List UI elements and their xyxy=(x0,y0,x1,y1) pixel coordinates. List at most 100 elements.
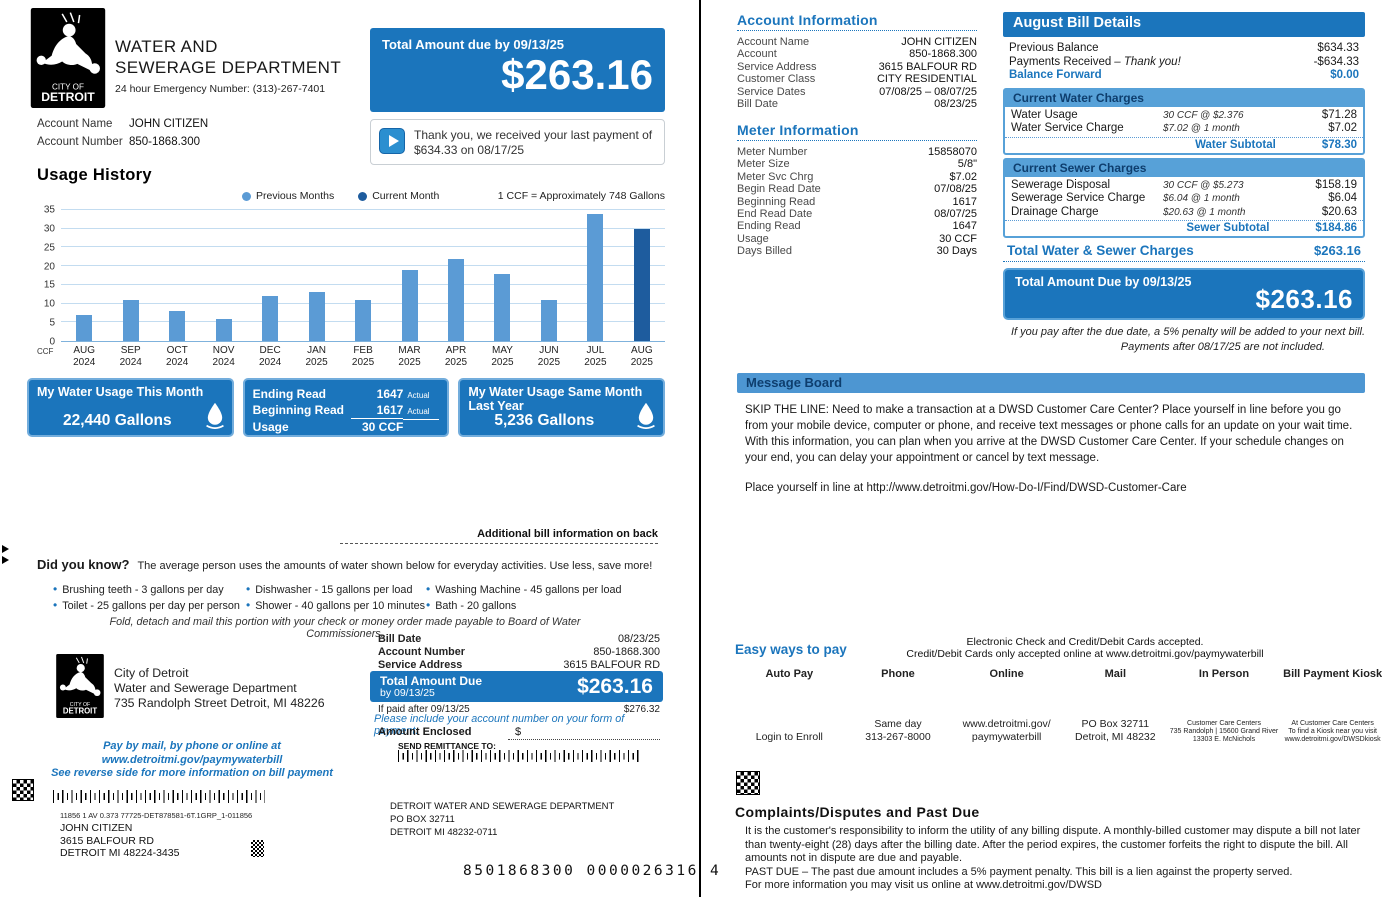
usage-label: Usage xyxy=(252,420,289,434)
total-due-amount: $263.16 xyxy=(501,51,653,98)
info-row: Usage 30 CCF xyxy=(737,232,977,245)
usage-bar xyxy=(262,296,279,341)
payment-note-line1: Electronic Check and Credit/Debit Cards … xyxy=(966,636,1204,648)
sewer-charges-header: Current Sewer Charges xyxy=(1005,159,1363,177)
charge-row: Water Usage 30 CCF @ $2.376 $71.28 xyxy=(1011,108,1357,121)
addressee-block: JOHN CITIZEN 3615 BALFOUR RD DETROIT MI … xyxy=(60,822,180,859)
thanks-line1: Thank you, we received your last payment… xyxy=(414,128,653,142)
ending-read-row: Ending Read 1647 Actual xyxy=(253,387,440,403)
water-subtotal-label: Water Subtotal xyxy=(1195,138,1276,151)
legend-previous-label: Previous Months xyxy=(256,190,335,202)
usage-last-year-value: 5,236 Gallons xyxy=(494,412,595,429)
sewer-charges-section: Current Sewer Charges Sewerage Disposal … xyxy=(1003,157,1365,238)
detroit-logo: CITY OF DETROIT xyxy=(30,8,106,108)
usage-bar xyxy=(355,299,372,341)
month-label: NOV 2024 xyxy=(212,345,235,368)
water-charges-header: Current Water Charges xyxy=(1005,89,1363,107)
water-fact: • Bath - 20 gallons xyxy=(426,598,517,612)
legend-current: Current Month xyxy=(358,190,439,202)
send-remittance-label: SEND REMITTANCE TO: xyxy=(398,741,496,751)
month-label: DEC 2024 xyxy=(258,345,282,368)
account-number-value: 850-1868.300 xyxy=(129,135,200,148)
department-name: WATER AND SEWERAGE DEPARTMENT xyxy=(115,36,341,78)
month-label: OCT 2024 xyxy=(166,345,189,368)
balance-row: Balance Forward $0.00 xyxy=(1009,69,1359,81)
remit-total-label: Total Amount Due xyxy=(380,673,482,688)
remit-total-amount: $263.16 xyxy=(577,674,653,698)
complaints-paragraph-3[interactable]: For more information you may visit us on… xyxy=(745,879,1103,891)
fold-detach-note: Fold, detach and mail this portion with … xyxy=(109,616,581,640)
ocr-scan-line: 8501868300 0000026316 4 xyxy=(463,863,722,879)
usage-last-year-title: My Water Usage Same Month Last Year xyxy=(468,385,643,413)
water-fact: • Shower - 40 gallons per 10 minutes xyxy=(246,598,426,612)
water-fact: • Brushing teeth - 3 gallons per day xyxy=(53,582,224,596)
month-label: JAN 2025 xyxy=(305,345,328,368)
usage-bar xyxy=(447,258,464,341)
ending-read-label: Ending Read xyxy=(252,387,327,401)
video-play-icon[interactable] xyxy=(379,128,405,154)
month-label: SEP 2024 xyxy=(119,345,142,368)
water-subtotal-value: $78.30 xyxy=(1321,138,1357,151)
remit-fields: Bill Date 08/23/25 Account Number 850-1868… xyxy=(378,633,660,672)
water-subtotal-row: Water Subtotal $78.30 xyxy=(1005,136,1363,153)
usage-last-year-box: My Water Usage Same Month Last Year 5,23… xyxy=(458,378,666,437)
remit-field-row: Service Address 3615 BALFOUR RD xyxy=(378,659,660,671)
sewer-subtotal-value: $184.86 xyxy=(1315,222,1357,234)
total-due-box: Total Amount due by 09/13/25 $263.16 xyxy=(370,28,665,112)
info-row: Ending Read 1647 xyxy=(737,220,977,233)
payment-note-line2: Credit/Debit Cards only accepted online … xyxy=(906,648,1264,660)
sewer-subtotal-label: Sewer Subtotal xyxy=(1186,222,1270,234)
total-amount-due-title: Total Amount Due by 09/13/25 xyxy=(1015,275,1192,289)
payment-received-note: Thank you, we received your last payment… xyxy=(370,119,665,165)
message-board-body: SKIP THE LINE: Need to make a transactio… xyxy=(745,404,1353,464)
month-label: APR 2025 xyxy=(444,345,468,368)
usage-bar xyxy=(540,299,557,341)
play-triangle-icon xyxy=(388,135,399,147)
usage-bar xyxy=(401,269,418,341)
ccf-axis-label: CCF xyxy=(37,347,54,356)
y-tick-label: 15 xyxy=(43,279,55,291)
water-facts-list: • Brushing teeth - 3 gallons per day • Toi… xyxy=(37,582,667,614)
thanks-line2: $634.33 on 08/17/25 xyxy=(414,143,525,157)
usage-bar xyxy=(308,292,325,341)
postal-mark xyxy=(251,840,264,857)
sewer-charge-rows: Sewerage Disposal 30 CCF @ $5.273 $158.1… xyxy=(1005,177,1363,220)
message-board-link[interactable]: Place yourself in line at http://www.det… xyxy=(745,482,1187,494)
month-label: MAR 2025 xyxy=(398,345,421,368)
total-due-title: Total Amount due by 09/13/25 xyxy=(382,37,565,52)
account-information-title: Account Information xyxy=(737,12,977,31)
bullet-icon: • xyxy=(246,582,251,596)
amount-enclosed-field[interactable] xyxy=(508,739,660,740)
ending-read-qualifier: Actual xyxy=(407,391,430,400)
ending-read-value: 1647 xyxy=(376,387,404,401)
bill-details-panel: August Bill Details Previous Balance $63… xyxy=(1003,12,1365,353)
info-row: Bill Date 08/23/25 xyxy=(737,98,977,111)
payment-method-column: Bill Payment Kiosk At Customer Care Cent… xyxy=(1283,668,1383,743)
info-row: Service Address 3615 BALFOUR RD xyxy=(737,60,977,73)
beginning-read-qualifier: Actual xyxy=(403,404,440,420)
pay-options-line1[interactable]: Pay by mail, by phone or online at www.d… xyxy=(101,740,283,766)
account-information-section: Account Information Account Name JOHN CIT… xyxy=(737,12,977,110)
water-fact: • Dishwasher - 15 gallons per load xyxy=(246,582,413,596)
usage-bar xyxy=(76,314,93,341)
gridline xyxy=(61,265,665,267)
print-control-code: 11856 1 AV 0.373 77725-DET878581-6T.1GRP… xyxy=(60,811,253,820)
pay-options-note: Pay by mail, by phone or online at www.d… xyxy=(18,740,366,781)
usage-value: 30 CCF xyxy=(362,420,404,434)
qr-code xyxy=(736,771,760,795)
legend-previous: Previous Months xyxy=(242,190,334,202)
bill-details-title: August Bill Details xyxy=(1003,12,1365,37)
meter-reads-box: Ending Read 1647 Actual Beginning Read 1… xyxy=(242,378,450,437)
bullet-icon: • xyxy=(53,582,58,596)
easy-ways-to-pay-section: Easy ways to pay Electronic Check and Cr… xyxy=(735,636,1387,806)
penalty-note: If you pay after the due date, a 5% pena… xyxy=(1010,326,1365,338)
remittance-barcode xyxy=(398,750,640,762)
y-tick-label: 20 xyxy=(43,261,55,273)
water-charge-rows: Water Usage 30 CCF @ $2.376 $71.28 Water… xyxy=(1005,107,1363,136)
info-row: Account Name JOHN CITIZEN xyxy=(737,36,977,48)
gridline xyxy=(61,227,665,229)
info-row: Meter Number 15858070 xyxy=(737,146,977,158)
usage-bar xyxy=(215,318,232,341)
remit-total-due-date: by 09/13/25 xyxy=(380,686,435,699)
info-row: Customer Class CITY RESIDENTIAL xyxy=(737,73,977,86)
